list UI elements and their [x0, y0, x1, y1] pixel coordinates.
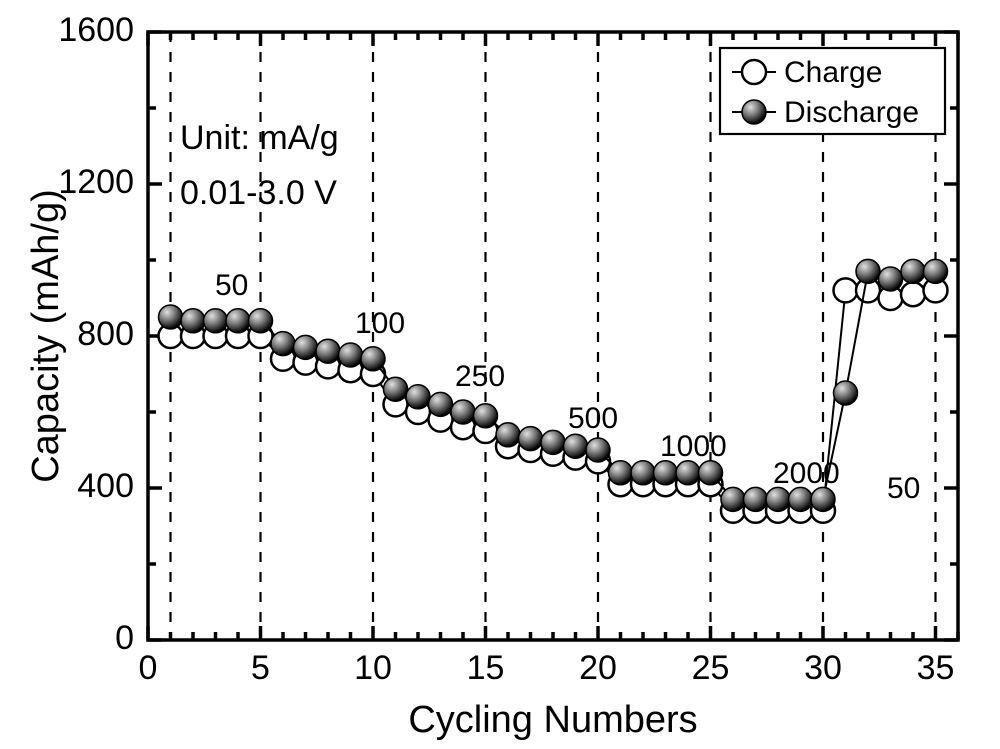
marker-discharge	[789, 487, 813, 511]
legend-marker-discharge	[742, 100, 766, 124]
marker-discharge	[834, 381, 858, 405]
marker-discharge	[249, 309, 273, 333]
svg-text:30: 30	[804, 649, 842, 687]
marker-discharge	[204, 309, 228, 333]
marker-discharge	[474, 404, 498, 428]
marker-discharge	[541, 430, 565, 454]
marker-discharge	[744, 487, 768, 511]
marker-discharge	[676, 461, 700, 485]
svg-text:Capacity (mAh/g): Capacity (mAh/g)	[25, 189, 67, 483]
svg-text:50: 50	[887, 472, 920, 505]
marker-discharge	[564, 434, 588, 458]
marker-discharge	[406, 385, 430, 409]
marker-discharge	[699, 461, 723, 485]
marker-discharge	[654, 461, 678, 485]
marker-discharge	[766, 487, 790, 511]
marker-discharge	[586, 438, 610, 462]
chart-container: 0 5 10 15 20 25 30 35 0 400 800 1200 1600 Cycling Num…	[0, 0, 1000, 749]
svg-text:Cycling Numbers: Cycling Numbers	[408, 699, 697, 741]
marker-discharge	[361, 347, 385, 371]
marker-discharge	[294, 335, 318, 359]
svg-text:1600: 1600	[58, 11, 134, 49]
svg-text:15: 15	[467, 649, 505, 687]
marker-discharge	[631, 461, 655, 485]
marker-discharge	[271, 332, 295, 356]
svg-text:Unit: mA/g: Unit: mA/g	[180, 119, 339, 157]
capacity-chart: 0 5 10 15 20 25 30 35 0 400 800 1200 1600 Cycling Num…	[0, 0, 1000, 749]
svg-text:1200: 1200	[58, 163, 134, 201]
svg-text:800: 800	[77, 315, 134, 353]
svg-text:100: 100	[355, 307, 405, 340]
marker-discharge	[316, 339, 340, 363]
marker-discharge	[496, 423, 520, 447]
svg-text:50: 50	[215, 269, 248, 302]
svg-text:500: 500	[568, 402, 618, 435]
svg-text:1000: 1000	[660, 430, 727, 463]
marker-discharge	[339, 343, 363, 367]
svg-text:35: 35	[917, 649, 955, 687]
marker-discharge	[429, 392, 453, 416]
svg-text:25: 25	[692, 649, 730, 687]
marker-discharge	[856, 259, 880, 283]
marker-discharge	[811, 487, 835, 511]
marker-discharge	[519, 427, 543, 451]
marker-discharge	[721, 487, 745, 511]
marker-charge	[901, 282, 925, 306]
marker-discharge	[384, 377, 408, 401]
marker-discharge	[879, 267, 903, 291]
marker-discharge	[226, 309, 250, 333]
svg-text:0: 0	[115, 619, 134, 657]
marker-discharge	[609, 461, 633, 485]
svg-text:5: 5	[251, 649, 270, 687]
marker-discharge	[159, 305, 183, 329]
svg-text:10: 10	[354, 649, 392, 687]
svg-text:Charge: Charge	[784, 56, 882, 89]
marker-discharge	[451, 400, 475, 424]
svg-text:20: 20	[579, 649, 617, 687]
marker-discharge	[901, 259, 925, 283]
svg-text:Discharge: Discharge	[784, 96, 919, 129]
legend-marker-charge	[742, 60, 766, 84]
svg-text:400: 400	[77, 467, 134, 505]
svg-text:0.01-3.0 V: 0.01-3.0 V	[180, 174, 337, 212]
marker-charge	[834, 278, 858, 302]
svg-text:0: 0	[139, 649, 158, 687]
svg-text:2000: 2000	[773, 457, 840, 490]
marker-discharge	[924, 259, 948, 283]
marker-discharge	[181, 309, 205, 333]
svg-text:250: 250	[455, 360, 505, 393]
